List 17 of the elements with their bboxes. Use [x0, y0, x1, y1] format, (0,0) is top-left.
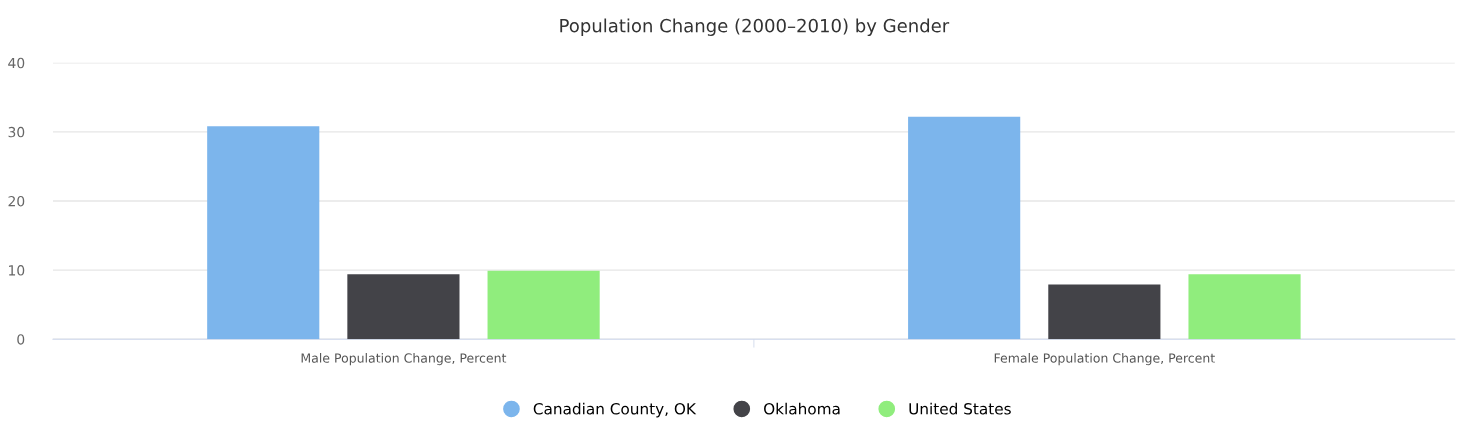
legend-label: United States: [909, 402, 1011, 415]
y-tick-label: 0: [17, 334, 25, 345]
x-tick-label: Female Population Change, Percent: [994, 353, 1215, 366]
bar: [207, 126, 320, 340]
bar: [1188, 274, 1301, 340]
bar: [347, 274, 460, 340]
legend-label: Oklahoma: [764, 402, 840, 415]
chart-title: Population Change (2000–2010) by Gender: [560, 18, 950, 36]
bar: [908, 116, 1021, 340]
bar: [487, 270, 600, 340]
x-tick-label: Male Population Change, Percent: [301, 353, 507, 366]
bar: [1048, 284, 1161, 340]
y-tick-label: 10: [9, 265, 25, 276]
legend-label: Canadian County, OK: [533, 402, 697, 418]
y-tick-label: 20: [8, 195, 25, 207]
y-tick-label: 40: [8, 57, 25, 69]
y-tick-label: 30: [8, 126, 25, 138]
